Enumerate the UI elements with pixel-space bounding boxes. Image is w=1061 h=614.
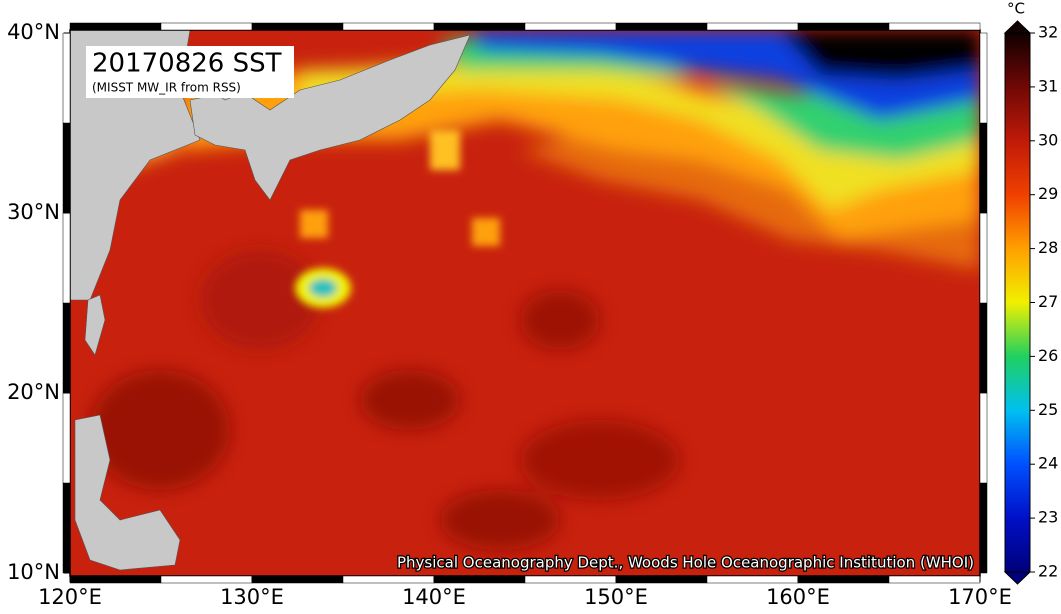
frame-segment <box>979 482 988 574</box>
title-box <box>86 46 294 98</box>
frame-segment <box>888 22 981 31</box>
frame-segment <box>62 122 71 214</box>
frame-segment <box>979 302 988 394</box>
colorbar-tick-label: 27 <box>1038 292 1058 311</box>
frame-segment <box>251 22 344 31</box>
colorbar <box>1004 32 1031 573</box>
axes: 120°E 130°E 140°E 150°E 160°E 170°E 10°N 20°N 30… <box>7 20 1012 609</box>
frame-segment <box>615 575 708 584</box>
colorbar-unit: °C <box>1007 0 1025 18</box>
frame-segment <box>979 392 988 484</box>
lat-tick-label: 10°N <box>7 560 60 584</box>
map-subtitle: (MISST MW_IR from RSS) <box>92 81 241 95</box>
colorbar-min-arrow <box>1003 571 1032 585</box>
frame-segment <box>979 122 988 214</box>
frame-segment <box>524 575 617 584</box>
frame-segment <box>888 575 981 584</box>
frame-segment <box>160 575 253 584</box>
colorbar-tick-label: 28 <box>1038 238 1058 257</box>
frame-segment <box>979 32 988 124</box>
lon-tick-label: 160°E <box>766 585 830 609</box>
lon-tick-label: 140°E <box>402 585 466 609</box>
frame-segment <box>69 22 162 31</box>
frame-segment <box>62 482 71 574</box>
frame-segment <box>433 575 526 584</box>
frame-segment <box>342 575 435 584</box>
map-title: 20170826 SST <box>92 49 282 79</box>
colorbar-tick-label: 24 <box>1038 454 1058 473</box>
frame-segment <box>62 32 71 124</box>
frame-segment <box>251 575 344 584</box>
frame-segment <box>342 22 435 31</box>
frame-segment <box>160 22 253 31</box>
frame-segment <box>524 22 617 31</box>
colorbar-tick-label: 23 <box>1038 508 1058 527</box>
colorbar-max-arrow <box>1003 20 1032 34</box>
lon-tick-label: 150°E <box>584 585 648 609</box>
frame-segment <box>979 212 988 304</box>
colorbar-tick-label: 25 <box>1038 400 1058 419</box>
frame-ticks <box>62 22 988 584</box>
lon-tick-label: 130°E <box>220 585 284 609</box>
credit: Physical Oceanography Dept., Woods Hole … <box>397 554 974 572</box>
frame-segment <box>62 212 71 304</box>
frame-segment <box>69 575 162 584</box>
frame-segment <box>62 392 71 484</box>
frame-segment <box>62 302 71 394</box>
lat-tick-label: 40°N <box>7 20 60 44</box>
sst-field <box>70 30 980 576</box>
colorbar-tick-label: 31 <box>1038 76 1058 95</box>
frame-segment <box>797 575 890 584</box>
lon-tick-label: 170°E <box>948 585 1012 609</box>
frame-segment <box>797 22 890 31</box>
colorbar-tick-label: 32 <box>1038 23 1058 42</box>
frame-segment <box>433 22 526 31</box>
colorbar-tick-label: 30 <box>1038 130 1058 149</box>
frame-segment <box>615 22 708 31</box>
colorbar-ticks: 22 23 24 25 26 27 28 29 30 31 32 <box>1030 23 1058 581</box>
frame-segment <box>706 575 799 584</box>
colorbar-tick-label: 26 <box>1038 346 1058 365</box>
colorbar-tick-label: 29 <box>1038 184 1058 203</box>
lat-tick-label: 20°N <box>7 380 60 404</box>
lon-tick-label: 120°E <box>38 585 102 609</box>
frame-segment <box>706 22 799 31</box>
colorbar-tick-label: 22 <box>1038 562 1058 581</box>
lat-tick-label: 30°N <box>7 200 60 224</box>
